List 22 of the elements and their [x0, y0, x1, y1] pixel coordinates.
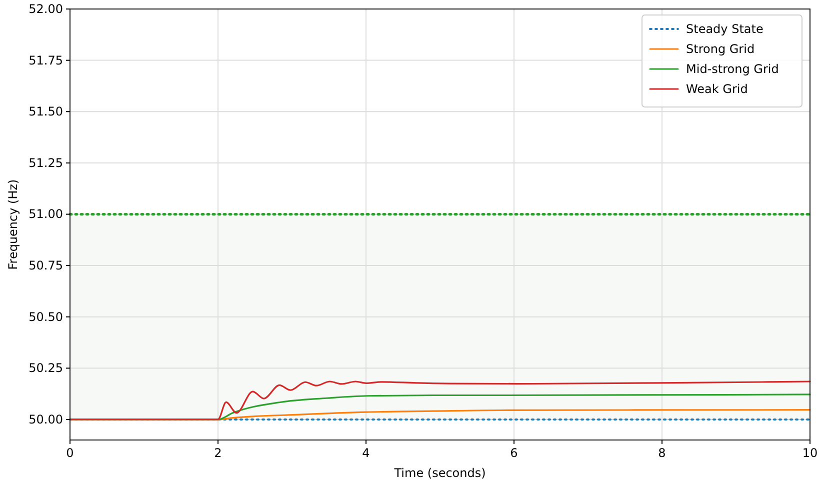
x-tick-label: 0 [66, 446, 74, 460]
legend-label: Mid-strong Grid [686, 62, 779, 76]
x-tick-label: 6 [510, 446, 518, 460]
y-tick-label: 50.50 [28, 310, 63, 324]
y-tick-label: 51.50 [28, 104, 63, 119]
y-tick-label: 50.00 [28, 412, 63, 426]
y-tick-label: 51.00 [28, 207, 63, 222]
y-tick-label: 51.25 [28, 156, 63, 170]
x-tick-label: 2 [214, 446, 222, 460]
x-tick-label: 4 [362, 446, 370, 460]
x-tick-label: 8 [658, 446, 666, 460]
x-axis-title: Time (seconds) [393, 466, 486, 480]
y-axis-title: Frequency (Hz) [6, 179, 20, 270]
legend-label: Weak Grid [686, 82, 748, 96]
legend-label: Strong Grid [686, 42, 755, 56]
legend-label: Steady State [686, 22, 764, 36]
line-series [69, 380, 811, 420]
y-tick-label: 50.25 [28, 361, 63, 376]
y-tick-label: 51.75 [28, 53, 63, 68]
y-tick-label: 52.00 [28, 2, 63, 16]
y-tick-label: 50.75 [28, 258, 63, 273]
x-tick-label: 10 [802, 446, 818, 460]
